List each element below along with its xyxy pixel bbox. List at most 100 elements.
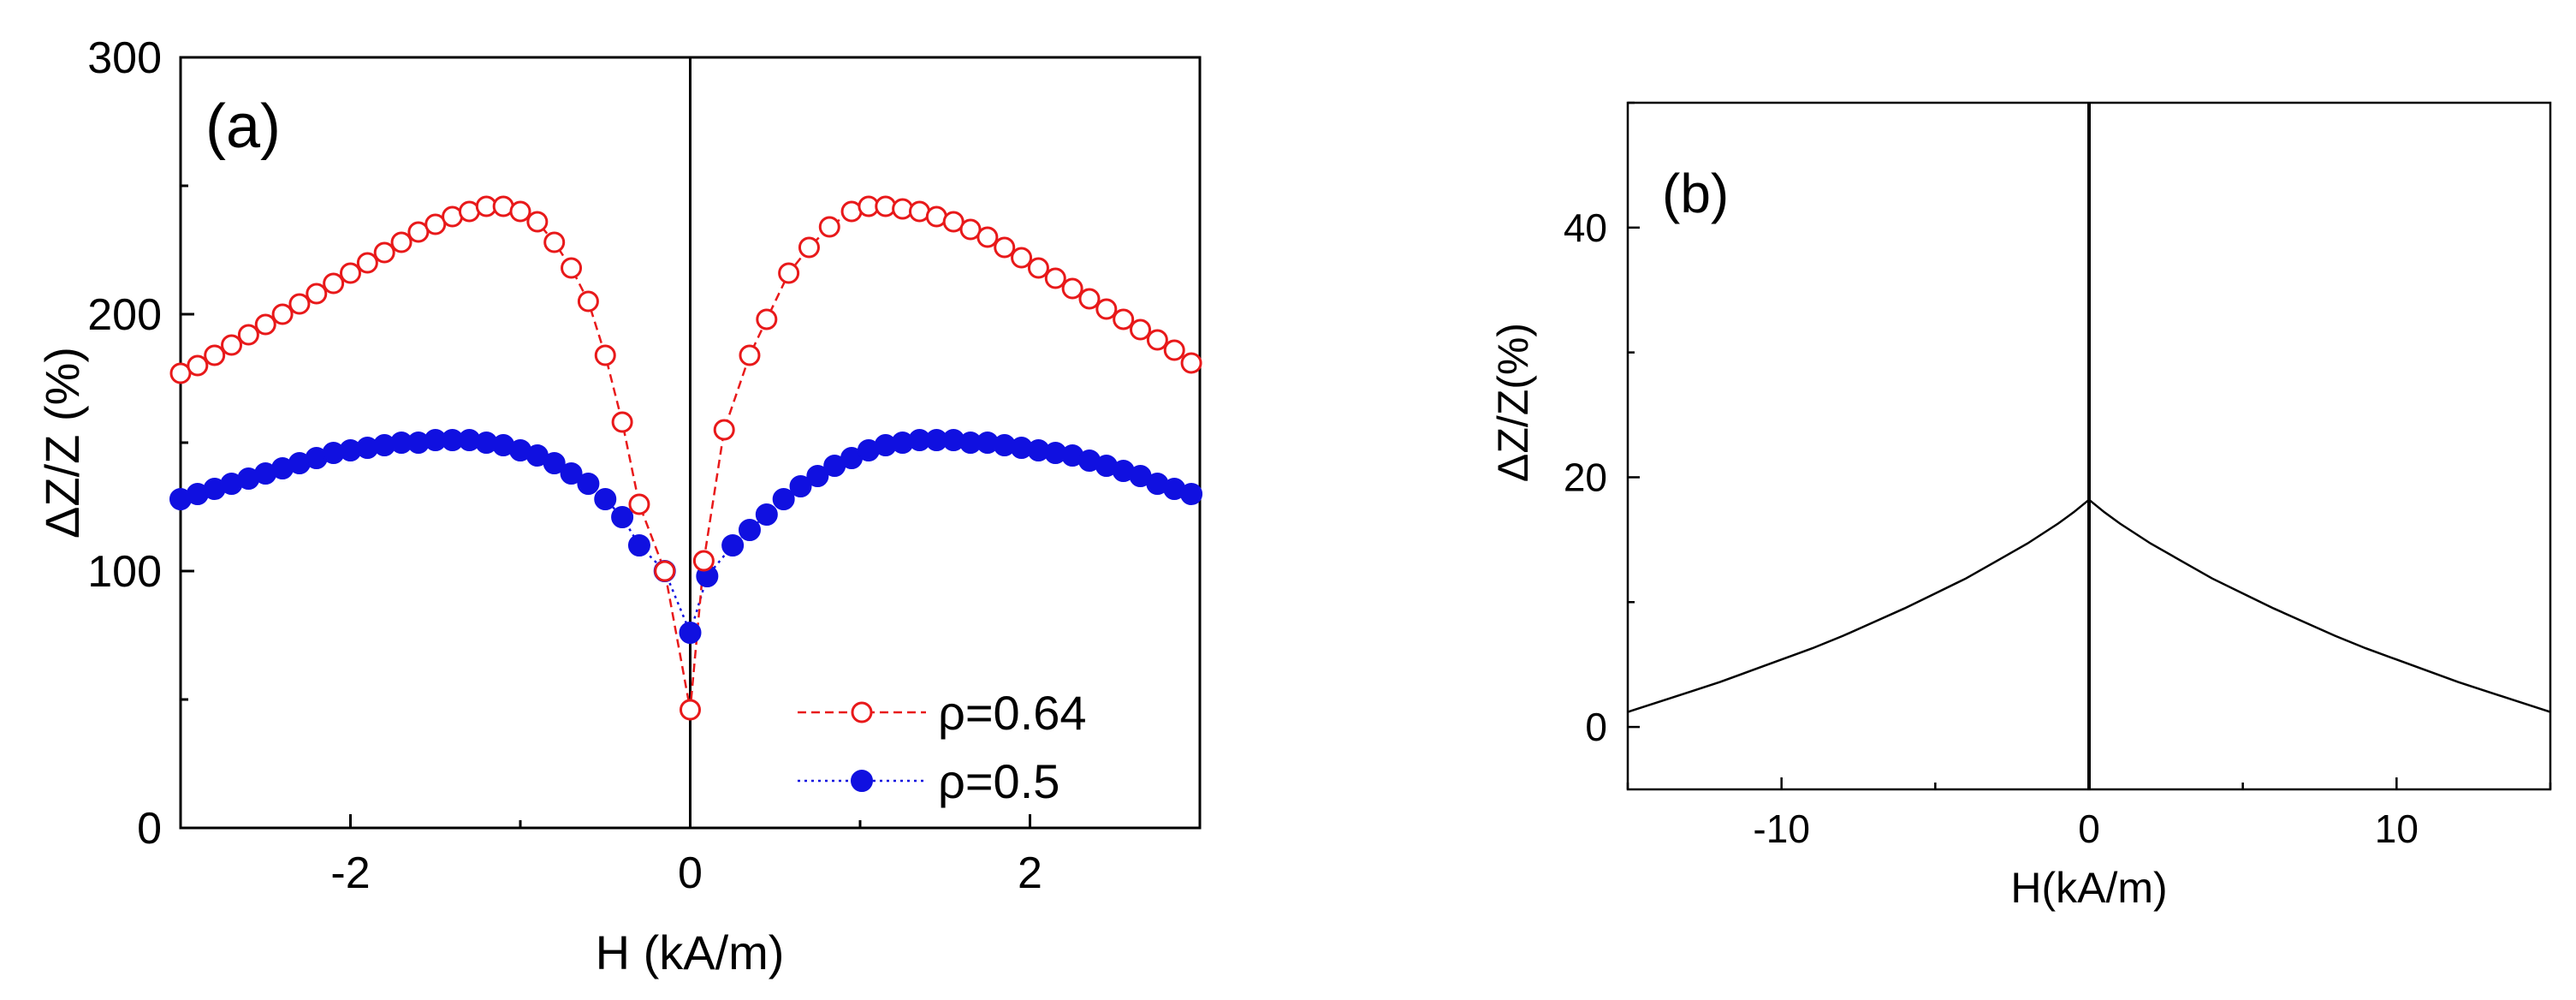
- panel-a: -2 0 2 0 100 200 300 (a) H (kA/m) ΔZ/Z (%) ρ=0…: [35, 33, 1203, 979]
- legend-marker-rho-05: [851, 770, 873, 792]
- data-point-rho-064: [756, 308, 778, 330]
- data-point-rho-064: [577, 290, 599, 312]
- data-point-rho-05: [679, 622, 702, 644]
- legend-marker-rho-064: [851, 701, 873, 723]
- data-point-rho-064: [798, 236, 820, 259]
- data-point-rho-064: [1163, 339, 1185, 361]
- data-point-rho-064: [288, 293, 311, 315]
- data-point-rho-064: [254, 313, 276, 336]
- data-point-rho-064: [611, 411, 633, 433]
- data-point-rho-05: [738, 519, 761, 541]
- data-point-rho-064: [373, 241, 395, 264]
- data-point-rho-05: [627, 534, 650, 557]
- panel-a-y-tick-label: 300: [87, 33, 162, 83]
- data-point-rho-064: [713, 419, 735, 441]
- panel-a-x-tick-label: 2: [1018, 848, 1042, 898]
- data-point-rho-064: [340, 262, 361, 284]
- panel-a-x-axis-title: H (kA/m): [596, 926, 785, 979]
- data-point-rho-064: [628, 493, 650, 515]
- data-point-rho-064: [892, 198, 914, 220]
- data-point-rho-064: [994, 236, 1016, 259]
- data-point-rho-064: [1095, 298, 1118, 320]
- data-point-rho-064: [818, 216, 840, 238]
- data-point-rho-064: [976, 226, 999, 248]
- data-point-rho-05: [806, 465, 829, 487]
- data-point-rho-064: [1078, 288, 1101, 310]
- data-point-rho-05: [1180, 483, 1203, 505]
- data-point-rho-064: [778, 262, 800, 284]
- panel-b-x-tick-label: 10: [2375, 807, 2419, 851]
- data-point-rho-064: [739, 344, 761, 366]
- panel-a-y-tick-label: 0: [137, 804, 162, 854]
- data-point-rho-064: [680, 699, 701, 721]
- data-point-rho-064: [1113, 308, 1135, 330]
- data-point-rho-064: [169, 362, 192, 384]
- data-point-rho-064: [654, 560, 676, 582]
- panel-b-y-tick-label: 40: [1564, 205, 1607, 250]
- data-point-rho-064: [692, 550, 715, 572]
- series-line-rho-064: [180, 205, 1192, 711]
- data-point-rho-064: [1011, 247, 1033, 269]
- data-point-rho-064: [1027, 257, 1049, 279]
- data-point-rho-064: [1044, 267, 1066, 289]
- legend-item-rho-064: ρ=0.64: [798, 686, 1087, 740]
- data-point-rho-064: [875, 195, 897, 217]
- panel-a-label: (a): [205, 92, 281, 161]
- data-point-rho-064: [271, 303, 294, 325]
- data-point-rho-064: [1130, 318, 1152, 341]
- data-point-rho-064: [187, 354, 209, 377]
- panel-b-x-tick-label: 0: [2078, 807, 2100, 851]
- data-point-rho-05: [721, 534, 745, 557]
- data-point-rho-064: [306, 283, 328, 305]
- data-point-rho-05: [543, 452, 566, 474]
- panel-b-x-tick-label: -10: [1753, 807, 1809, 851]
- data-point-rho-05: [772, 488, 795, 510]
- data-point-rho-064: [959, 218, 982, 241]
- data-point-rho-064: [424, 213, 447, 235]
- data-point-rho-05: [560, 462, 583, 485]
- data-point-rho-064: [526, 211, 549, 233]
- data-point-rho-064: [356, 252, 378, 274]
- panel-b-y-axis-title: ΔZ/Z(%): [1489, 323, 1537, 482]
- data-point-rho-064: [543, 231, 566, 253]
- series-line-rho-05: [180, 438, 1192, 636]
- data-point-rho-05: [594, 488, 617, 510]
- legend-item-rho-05: ρ=0.5: [798, 754, 1059, 808]
- panel-b-series: [1627, 498, 2551, 713]
- panel-a-y-tick-label: 200: [87, 290, 162, 340]
- data-point-rho-064: [561, 257, 583, 279]
- data-point-rho-05: [611, 506, 634, 528]
- data-point-rho-064: [237, 324, 259, 346]
- panel-a-series: [169, 195, 1203, 721]
- data-point-rho-05: [789, 475, 812, 497]
- panel-b: -10 0 10 0 20 40 (b) H(kA/m) ΔZ/Z(%): [1489, 101, 2552, 912]
- data-point-rho-064: [221, 334, 243, 356]
- data-point-rho-064: [204, 344, 226, 366]
- panel-a-x-tick-label: -2: [330, 848, 370, 898]
- panel-a-y-tick-label: 100: [87, 547, 162, 597]
- data-point-rho-064: [1146, 329, 1168, 351]
- data-point-rho-064: [942, 211, 965, 233]
- panel-b-x-axis-title: H(kA/m): [2010, 864, 2167, 912]
- series-line-impedance: [1627, 498, 2551, 713]
- legend-label-rho-064: ρ=0.64: [938, 686, 1087, 740]
- data-point-rho-064: [1180, 352, 1202, 374]
- panel-b-ticks: -10 0 10 0 20 40: [1564, 101, 2552, 851]
- panel-b-y-tick-label: 0: [1585, 705, 1607, 749]
- panel-a-x-tick-label: 0: [678, 848, 703, 898]
- panel-b-label: (b): [1662, 163, 1729, 224]
- data-point-rho-064: [390, 231, 413, 253]
- panel-a-y-axis-title: ΔZ/Z (%): [35, 347, 89, 539]
- data-point-rho-05: [755, 503, 778, 526]
- data-point-rho-064: [1061, 277, 1083, 300]
- data-point-rho-064: [323, 272, 345, 295]
- data-point-rho-064: [407, 221, 430, 243]
- panel-b-y-tick-label: 20: [1564, 455, 1607, 499]
- legend-label-rho-05: ρ=0.5: [938, 754, 1059, 808]
- data-point-rho-05: [577, 473, 600, 495]
- panel-a-legend: ρ=0.64 ρ=0.5: [798, 686, 1087, 808]
- data-point-rho-064: [594, 344, 616, 366]
- data-point-rho-064: [509, 200, 531, 223]
- panel-a-ticks: -2 0 2 0 100 200 300: [87, 33, 1202, 898]
